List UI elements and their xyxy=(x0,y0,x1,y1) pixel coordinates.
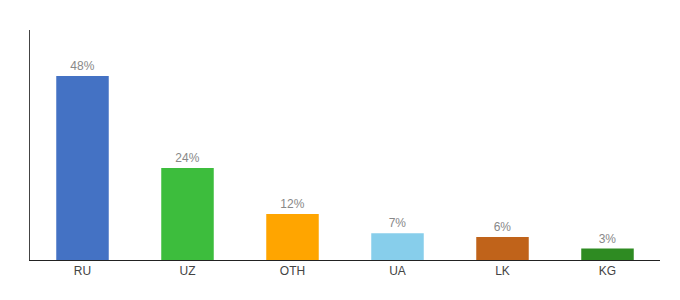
svg-text:7%: 7% xyxy=(389,216,407,230)
svg-text:RU: RU xyxy=(74,264,91,278)
svg-text:KG: KG xyxy=(599,264,616,278)
svg-text:UA: UA xyxy=(389,264,406,278)
svg-text:UZ: UZ xyxy=(180,264,196,278)
svg-text:6%: 6% xyxy=(494,220,512,234)
svg-text:3%: 3% xyxy=(599,232,617,246)
svg-text:24%: 24% xyxy=(175,151,199,165)
svg-text:48%: 48% xyxy=(70,59,94,73)
svg-text:12%: 12% xyxy=(280,197,304,211)
svg-text:LK: LK xyxy=(495,264,510,278)
svg-text:OTH: OTH xyxy=(280,264,305,278)
